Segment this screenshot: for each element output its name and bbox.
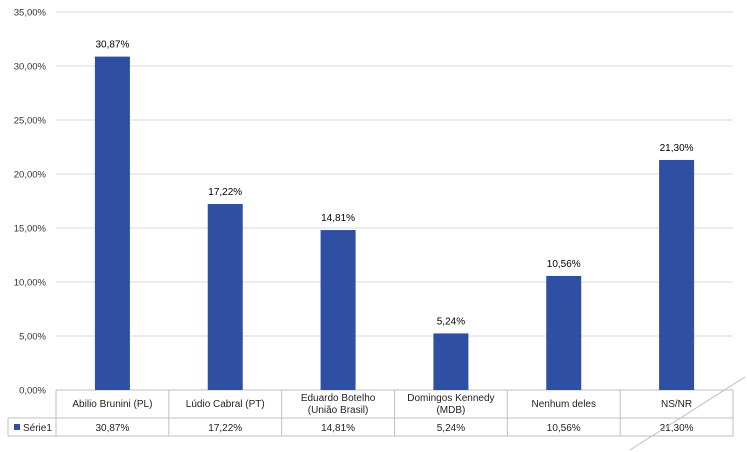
y-tick-label: 30,00%: [14, 62, 47, 73]
bar: [433, 333, 469, 390]
bar: [546, 275, 582, 390]
y-tick-label: 20,00%: [14, 170, 47, 181]
category-label: NS/NR: [661, 399, 692, 410]
category-label: Eduardo Botelho: [301, 393, 376, 404]
bar: [659, 159, 695, 390]
category-label: Nenhum deles: [532, 399, 596, 410]
category-label: (União Brasil): [308, 405, 369, 416]
category-label: Domingos Kennedy: [407, 393, 494, 404]
category-label: (MDB): [436, 405, 465, 416]
decorative-diagonal-line: [629, 376, 746, 451]
y-tick-label: 25,00%: [14, 116, 47, 127]
data-label: 5,24%: [437, 316, 465, 327]
data-label: 30,87%: [95, 40, 129, 51]
table-value: 21,30%: [660, 423, 694, 434]
table-value: 5,24%: [437, 423, 465, 434]
legend-swatch: [14, 424, 20, 430]
data-label: 21,30%: [660, 143, 694, 154]
table-value: 17,22%: [208, 423, 242, 434]
table-value: 30,87%: [95, 423, 129, 434]
y-axis: 0,00% 5,00% 10,00% 15,00% 20,00% 25,00% 30,00%…: [14, 8, 47, 397]
bar: [94, 56, 130, 390]
data-label: 14,81%: [321, 213, 355, 224]
bars: [94, 56, 695, 390]
table-value: 10,56%: [547, 423, 581, 434]
legend-series-name: Série1: [23, 423, 52, 434]
gridlines: [56, 11, 733, 391]
data-label: 10,56%: [547, 259, 581, 270]
category-label: Lúdio Cabral (PT): [186, 399, 265, 410]
table-value: 14,81%: [321, 423, 355, 434]
y-tick-label: 15,00%: [14, 224, 47, 235]
data-label: 17,22%: [208, 187, 242, 198]
y-tick-label: 5,00%: [19, 332, 46, 343]
bar: [320, 230, 356, 390]
y-tick-label: 10,00%: [14, 278, 47, 289]
category-label: Abilio Brunini (PL): [72, 399, 152, 410]
data-table: Abilio Brunini (PL) 30,87% Lúdio Cabral (P…: [7, 390, 734, 437]
data-labels: 30,87% 17,22% 14,81% 5,24% 10,56% 21,30%: [95, 40, 693, 328]
y-tick-label: 35,00%: [14, 8, 47, 19]
bar: [207, 204, 243, 390]
y-tick-label: 0,00%: [19, 386, 46, 397]
